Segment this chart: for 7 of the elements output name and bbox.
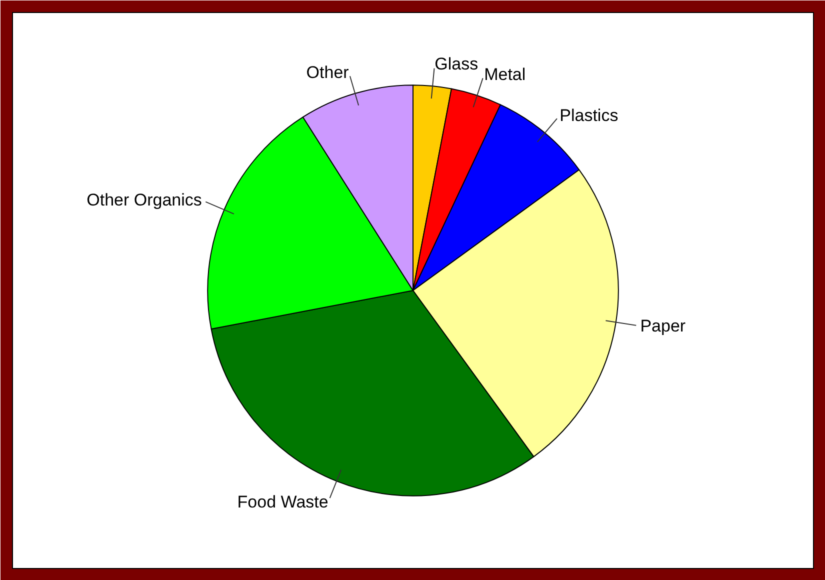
slice-label: Other Organics xyxy=(86,190,202,210)
slice-label: Metal xyxy=(484,64,526,84)
slice-label: Plastics xyxy=(560,106,618,125)
slice-label: Glass xyxy=(434,54,478,74)
slice-label: Other xyxy=(306,62,350,82)
slice-label: Paper xyxy=(640,316,686,336)
slice-label: Food Waste xyxy=(237,492,328,512)
